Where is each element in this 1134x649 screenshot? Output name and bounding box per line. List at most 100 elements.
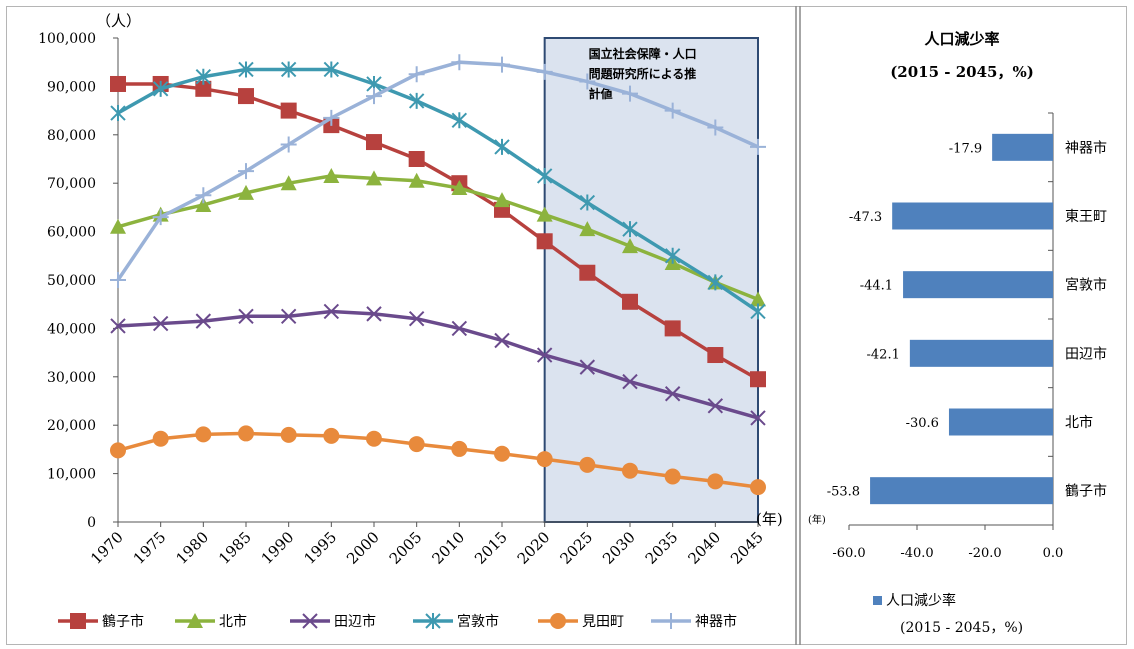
data-point bbox=[451, 440, 468, 457]
data-point bbox=[323, 167, 340, 183]
x-tick-label: 2015 bbox=[471, 528, 511, 568]
data-point bbox=[664, 247, 681, 264]
data-point bbox=[494, 445, 510, 462]
data-point bbox=[110, 105, 126, 122]
bar-x-tick-label: -20.0 bbox=[968, 546, 1001, 561]
y-tick-label: 80,000 bbox=[47, 128, 96, 144]
data-point bbox=[280, 175, 297, 191]
annotation-line: 問題研究所による推 bbox=[589, 66, 697, 81]
x-tick-label: 1990 bbox=[258, 528, 298, 568]
series-line bbox=[117, 67, 759, 313]
x-tick-label: 1995 bbox=[300, 528, 340, 568]
data-point bbox=[579, 221, 596, 237]
data-point bbox=[750, 371, 766, 388]
legend-label: 田辺市 bbox=[334, 613, 376, 630]
bar bbox=[892, 202, 1053, 230]
data-point bbox=[366, 430, 382, 447]
x-tick-label: 1970 bbox=[87, 528, 127, 568]
data-point bbox=[579, 194, 596, 211]
x-axis: 1970 1975 1980 1985 1990 1995 2000 2005 2010 2015… bbox=[87, 521, 767, 568]
data-point bbox=[280, 308, 297, 325]
x-tick-label: 2045 bbox=[727, 528, 767, 568]
data-point bbox=[536, 63, 553, 80]
bar-legend-label: 人口減少率 bbox=[886, 592, 956, 609]
data-point bbox=[280, 426, 297, 443]
data-point bbox=[663, 613, 679, 629]
data-point bbox=[323, 303, 340, 320]
bar bbox=[870, 477, 1053, 505]
legend-item: 鶴子市 bbox=[58, 613, 144, 630]
series-asterisk bbox=[110, 61, 766, 320]
data-point bbox=[238, 308, 254, 325]
x-tick-label: 2035 bbox=[642, 528, 682, 568]
bar-value-label: -47.3 bbox=[849, 210, 882, 225]
y-tick-label: 90,000 bbox=[47, 79, 96, 95]
data-point bbox=[536, 167, 553, 184]
series-line bbox=[118, 82, 759, 381]
data-point bbox=[280, 61, 297, 78]
data-point bbox=[110, 318, 126, 334]
y-tick-label: 30,000 bbox=[47, 370, 96, 386]
y-tick-label: 70,000 bbox=[47, 176, 96, 192]
bar-value-label: -44.1 bbox=[860, 279, 893, 294]
data-point bbox=[622, 85, 638, 102]
data-point bbox=[750, 291, 766, 307]
data-point bbox=[408, 172, 425, 188]
data-point bbox=[408, 311, 425, 327]
annotation-line: 計値 bbox=[589, 86, 613, 101]
y-unit-label: （人） bbox=[96, 12, 141, 30]
legend-label: 北市 bbox=[219, 613, 247, 630]
data-point bbox=[408, 151, 425, 167]
data-point bbox=[195, 187, 212, 204]
data-point bbox=[408, 92, 425, 109]
y-tick-label: 60,000 bbox=[47, 225, 96, 241]
data-point bbox=[152, 430, 169, 447]
data-point bbox=[579, 456, 596, 473]
data-point bbox=[110, 218, 126, 234]
x-tick-label: 1980 bbox=[172, 528, 212, 568]
bar bbox=[909, 339, 1053, 367]
bar-category-label: 鶴子市 bbox=[1065, 483, 1107, 500]
legend-item: 北市 bbox=[175, 613, 247, 630]
legend-label: 宮敦市 bbox=[457, 613, 499, 630]
data-point bbox=[195, 196, 212, 212]
y-tick-label: 0 bbox=[87, 515, 96, 531]
data-point bbox=[494, 332, 510, 349]
data-point bbox=[707, 398, 724, 414]
line-legend: 鶴子市 北市 田辺市 宮敦市 見田町 神器市 bbox=[58, 613, 737, 630]
bar-legend-swatch bbox=[873, 596, 882, 605]
data-point bbox=[750, 138, 766, 155]
data-point bbox=[707, 119, 724, 136]
data-point bbox=[152, 315, 169, 332]
data-point bbox=[238, 88, 254, 105]
data-point bbox=[622, 462, 638, 479]
bar-x-axis: -60.0 -40.0 -20.0 0.0 bbox=[832, 112, 1064, 561]
x-tick-label: 2020 bbox=[514, 528, 554, 568]
data-point bbox=[152, 80, 169, 97]
bar-value-label: -17.9 bbox=[949, 141, 982, 156]
legend-item: 神器市 bbox=[651, 613, 737, 630]
bar bbox=[948, 408, 1053, 436]
data-point bbox=[494, 192, 510, 208]
bar-x-tick-label: -40.0 bbox=[900, 546, 933, 561]
y-axis: 100,000 90,000 80,000 70,000 60,000 50,000 40,… bbox=[38, 31, 119, 531]
y-tick-label: 10,000 bbox=[47, 467, 96, 483]
bar-x-unit-label: (年) bbox=[808, 513, 826, 526]
data-point bbox=[323, 61, 340, 78]
data-point bbox=[451, 54, 468, 71]
x-tick-label: 2040 bbox=[684, 528, 724, 568]
bar-legend-sublabel: (2015 - 2045，%) bbox=[900, 620, 1023, 636]
data-point bbox=[451, 112, 468, 129]
data-point bbox=[152, 209, 169, 226]
bars: -17.9 神器市 -47.3 東王町 -44.1 宮敦市 -42.1 田辺市 -30.6 北市 -… bbox=[827, 133, 1107, 505]
data-point bbox=[323, 427, 340, 444]
y-tick-label: 40,000 bbox=[47, 321, 96, 337]
bar-x-tick-label: 0.0 bbox=[1043, 546, 1064, 561]
data-point bbox=[664, 468, 681, 485]
data-point bbox=[536, 347, 553, 363]
data-point bbox=[110, 442, 126, 459]
bar-value-label: -42.1 bbox=[867, 347, 900, 362]
bar-category-label: 東王町 bbox=[1065, 209, 1107, 225]
data-point bbox=[451, 320, 468, 337]
